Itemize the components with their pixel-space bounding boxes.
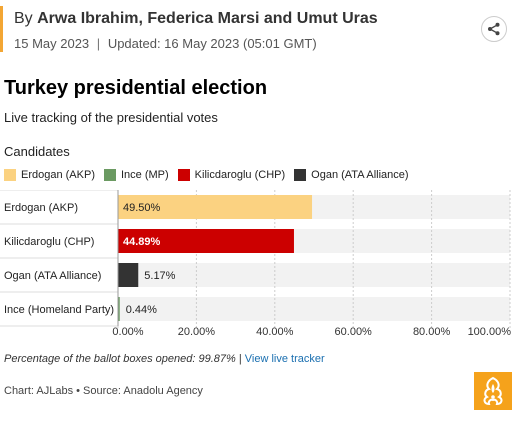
byline: By Arwa Ibrahim, Federica Marsi and Umut… [14,10,378,28]
chart-subtitle: Live tracking of the presidential votes [4,110,218,125]
bar [118,229,294,253]
footnote: Percentage of the ballot boxes opened: 9… [4,353,325,365]
bar [118,195,313,219]
footnote-separator: | [235,353,245,365]
share-icon [488,22,500,36]
category-label: Erdogan (AKP) [4,202,78,214]
share-button[interactable] [481,16,507,42]
legend-label: Kilicdaroglu (CHP) [194,169,286,181]
chart-title: Turkey presidential election [4,77,268,99]
ballot-percentage-note: Percentage of the ballot boxes opened: 9… [4,353,236,365]
bar-chart: Erdogan (AKP) 49.50% Kilicdaroglu (CHP) 44.… [0,190,512,338]
legend-item: Kilicdaroglu (CHP) [177,169,286,181]
legend-item: Erdogan (AKP) [4,169,95,181]
date-separator: | [96,36,101,51]
al-jazeera-logo-icon[interactable] [474,372,512,410]
tick-label: 100.00% [468,326,512,338]
category-label: Ogan (ATA Alliance) [4,270,101,282]
bar-track [118,297,510,321]
tick-label: 40.00% [256,326,294,338]
legend-label: Ogan (ATA Alliance) [311,169,409,181]
category-label: Kilicdaroglu (CHP) [4,236,94,248]
data-label: 44.89% [123,236,161,248]
legend-label: Erdogan (AKP) [21,169,95,181]
legend-swatch [294,169,307,181]
tick-label: 60.00% [335,326,373,338]
legend-label: Ince (MP) [120,169,169,181]
bar [118,297,120,321]
chart-legend: Erdogan (AKP) Ince (MP) Kilicdaroglu (CHP)… [4,166,418,184]
updated-time: (05:01 GMT) [242,36,317,51]
view-live-tracker-link[interactable]: View live tracker [244,353,325,365]
bar [118,263,139,287]
data-label: 0.44% [126,304,157,316]
tick-label: 0.00% [112,326,143,338]
data-label: 49.50% [123,202,161,214]
byline-prefix: By [14,10,33,27]
byline-accent-bar [0,6,3,52]
byline-authors[interactable]: Arwa Ibrahim, Federica Marsi and Umut Ur… [37,10,378,27]
byline-block: By Arwa Ibrahim, Federica Marsi and Umut… [0,6,519,52]
legend-swatch [103,169,116,181]
legend-item: Ogan (ATA Alliance) [294,169,409,181]
category-label: Ince (Homeland Party) [4,304,114,316]
legend-swatch [177,169,190,181]
publish-dates: 15 May 2023 | Updated: 16 May 2023 (05:0… [14,36,317,51]
legend-swatch [4,169,16,181]
legend-item: Ince (MP) [103,169,169,181]
legend-title: Candidates [4,144,70,159]
chart-credits: Chart: AJLabs • Source: Anadolu Agency [4,385,203,397]
tick-label: 80.00% [413,326,451,338]
bar-track [118,263,510,287]
data-label: 5.17% [144,270,175,282]
published-date: 15 May 2023 [14,36,90,51]
tick-label: 20.00% [178,326,216,338]
updated-date: Updated: 16 May 2023 [107,36,240,51]
